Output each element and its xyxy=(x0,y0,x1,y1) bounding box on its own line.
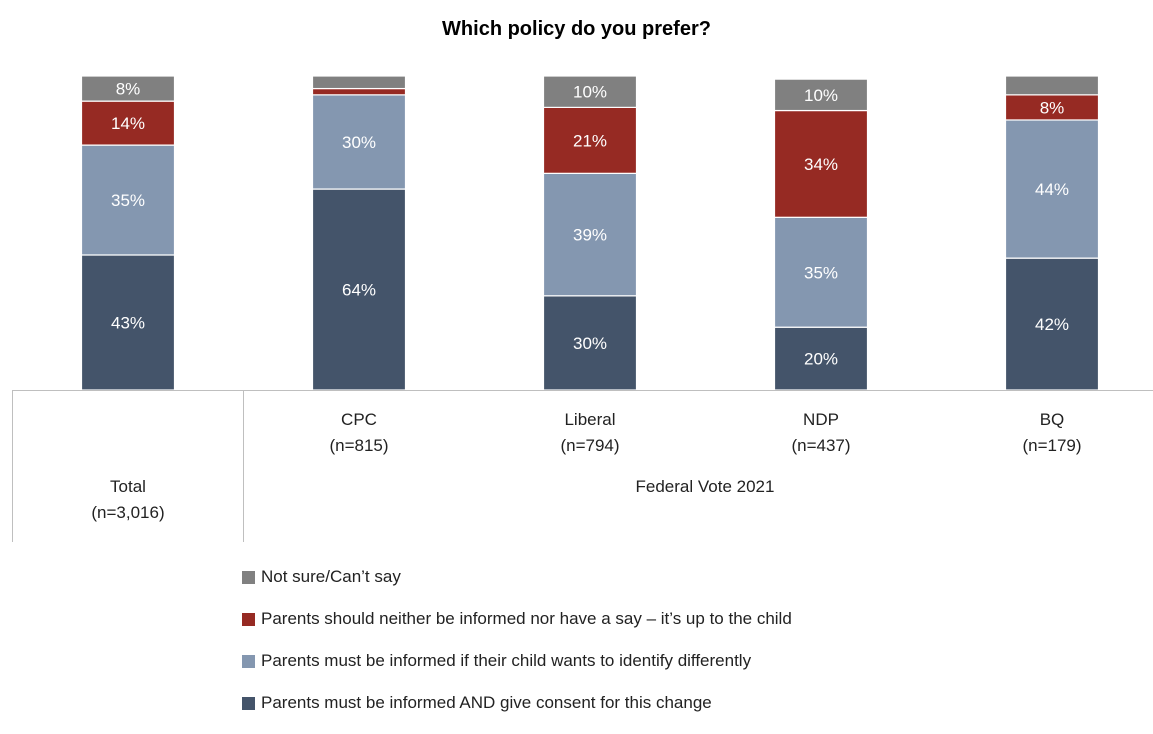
legend-swatch xyxy=(242,654,255,668)
category-label: NDP (n=437) xyxy=(791,410,850,455)
data-label: 30% xyxy=(573,334,607,353)
group-label: Federal Vote 2021 xyxy=(636,477,775,496)
bar-segment xyxy=(1004,75,1100,96)
data-label: 20% xyxy=(804,350,838,369)
legend-item: Not sure/Can’t say xyxy=(242,566,792,588)
bar-segment xyxy=(80,75,176,102)
bar-segment xyxy=(773,109,869,218)
data-label: 8% xyxy=(116,80,141,99)
legend-label: Parents must be informed AND give consen… xyxy=(261,693,712,712)
data-label: 34% xyxy=(804,155,838,174)
bar-segment xyxy=(311,75,407,90)
data-label: 8% xyxy=(1040,98,1065,117)
category-label: BQ (n=179) xyxy=(1022,410,1081,455)
category-axis-table xyxy=(12,390,1153,542)
data-label: 21% xyxy=(573,131,607,150)
data-label: 30% xyxy=(342,133,376,152)
legend: Not sure/Can’t say Parents should neither… xyxy=(242,566,792,734)
bar-segment xyxy=(311,188,407,391)
bar-segment xyxy=(80,254,176,391)
data-label: 39% xyxy=(573,226,607,245)
data-label: 35% xyxy=(804,263,838,282)
legend-item: Parents must be informed AND give consen… xyxy=(242,692,792,714)
bar-segment xyxy=(542,106,638,174)
legend-swatch xyxy=(242,696,255,710)
category-labels-layer: Total (n=3,016) CPC (n=815) Liberal (n=794) ND… xyxy=(91,410,1081,522)
bar-segment xyxy=(542,295,638,391)
data-label: 35% xyxy=(111,191,145,210)
bar-segment xyxy=(773,216,869,328)
data-label: 10% xyxy=(804,86,838,105)
legend-swatch xyxy=(242,612,255,626)
legend-label: Parents must be informed if their child … xyxy=(261,651,752,670)
category-label: CPC (n=815) xyxy=(329,410,388,455)
bar-segment xyxy=(311,87,407,96)
bar-segment xyxy=(80,144,176,256)
legend-swatch xyxy=(242,570,255,584)
bar-segment xyxy=(773,78,869,112)
bar-segment xyxy=(542,172,638,297)
data-label: 43% xyxy=(111,313,145,332)
bar-segment xyxy=(311,94,407,190)
data-label: 14% xyxy=(111,114,145,133)
data-label: 44% xyxy=(1035,180,1069,199)
category-label: Liberal (n=794) xyxy=(560,410,619,455)
chart-title: Which policy do you prefer? xyxy=(442,18,711,40)
bars-layer: 43% 35% 14% 8% 64% 30% 30% 39% 21% 10% 20% 35% 34% 10… xyxy=(80,75,1100,391)
bar-segment xyxy=(542,75,638,108)
data-label: 10% xyxy=(573,83,607,102)
bar-segment xyxy=(1004,119,1100,259)
legend-item: Parents should neither be informed nor h… xyxy=(242,608,792,630)
data-label: 64% xyxy=(342,281,376,300)
bar-segment xyxy=(1004,94,1100,121)
data-label: 42% xyxy=(1035,315,1069,334)
bar-segment xyxy=(1004,257,1100,391)
legend-label: Not sure/Can’t say xyxy=(261,567,401,586)
legend-item: Parents must be informed if their child … xyxy=(242,650,792,672)
legend-label: Parents should neither be informed nor h… xyxy=(261,609,792,628)
category-label: Total (n=3,016) xyxy=(91,477,164,522)
